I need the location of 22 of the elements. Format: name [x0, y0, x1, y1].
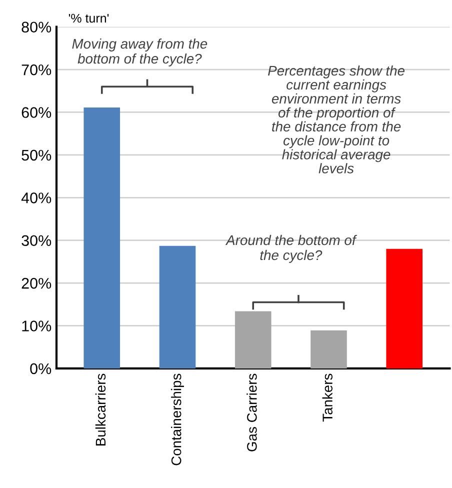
bar [310, 330, 347, 368]
y-tick-label: 20% [22, 278, 52, 289]
x-tick-label: Containerships [171, 374, 184, 466]
bar [386, 248, 423, 368]
y-tick-label: 60% [22, 107, 52, 118]
x-tick-label: Tankers [322, 374, 332, 422]
bar [159, 246, 196, 368]
y-tick-label: 10% [22, 320, 52, 332]
y-tick-label: 0% [30, 363, 52, 374]
annotation: Percentages show the current earnings environment in terms of the proportion of the distance from the cycle low-point to historical average levels [268, 65, 405, 174]
annotation: Moving away from the bottom of the cycle? [72, 38, 208, 66]
y-tick-label: 40% [21, 192, 52, 204]
y-tick-label: 50% [22, 150, 52, 161]
x-tick-label: Gas Carriers [246, 374, 257, 452]
y-axis-title: '% turn' [68, 14, 109, 23]
x-tick-label: Bulkcarriers [95, 374, 106, 446]
y-tick-label: 30% [22, 235, 52, 246]
bar [84, 108, 120, 368]
bar [234, 311, 272, 368]
y-tick-label: 70% [22, 64, 52, 76]
annotation: Around the bottom of the cycle? [225, 234, 357, 263]
y-tick-label: 80% [22, 22, 52, 33]
